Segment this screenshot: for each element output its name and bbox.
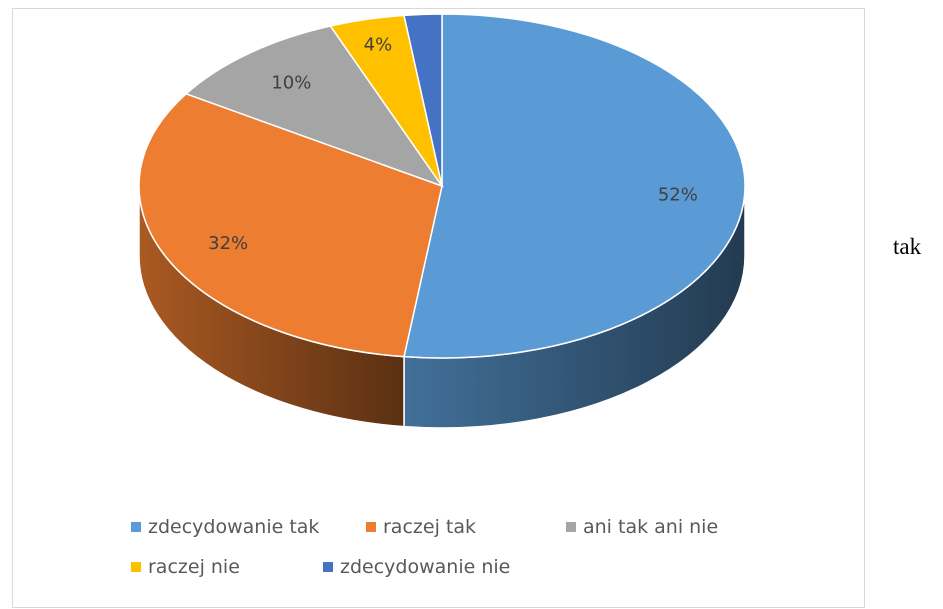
legend-item-ani-tak-ani-nie: ani tak ani nie [566, 516, 718, 538]
legend-item-raczej-tak: raczej tak [366, 516, 566, 538]
legend: zdecydowanie tak raczej tak ani tak ani … [131, 507, 771, 587]
legend-row-1: zdecydowanie tak raczej tak ani tak ani … [131, 507, 771, 547]
pie-slice-0 [403, 13, 746, 359]
legend-label: raczej tak [383, 516, 476, 538]
data-label-1: 32% [208, 233, 248, 254]
legend-item-zdecydowanie-nie: zdecydowanie nie [323, 556, 510, 578]
pie-chart: 52%32%10%4%2% [138, 13, 746, 429]
data-label-0: 52% [658, 184, 698, 205]
pie-labels: 52%32%10%4%2% [208, 34, 698, 254]
legend-swatch [566, 522, 576, 532]
legend-swatch [131, 562, 141, 572]
legend-swatch [131, 522, 141, 532]
data-label-2: 10% [271, 73, 311, 94]
pie-top [138, 13, 746, 359]
legend-item-raczej-nie: raczej nie [131, 556, 323, 578]
legend-row-2: raczej nie zdecydowanie nie [131, 547, 771, 587]
legend-label: zdecydowanie tak [148, 516, 320, 538]
legend-item-zdecydowanie-tak: zdecydowanie tak [131, 516, 366, 538]
pie-slice-4 [403, 13, 443, 187]
side-text: tak [893, 234, 922, 259]
legend-label: zdecydowanie nie [340, 556, 511, 578]
legend-label: raczej nie [148, 556, 240, 578]
legend-swatch [366, 522, 376, 532]
legend-swatch [323, 562, 333, 572]
legend-label: ani tak ani nie [583, 516, 719, 538]
chart-area: 52%32%10%4%2% zdecydowanie tak raczej ta… [12, 8, 865, 608]
pie-slice-1 [138, 92, 443, 358]
pie-slice-2 [184, 25, 444, 188]
data-label-3: 4% [364, 34, 393, 55]
